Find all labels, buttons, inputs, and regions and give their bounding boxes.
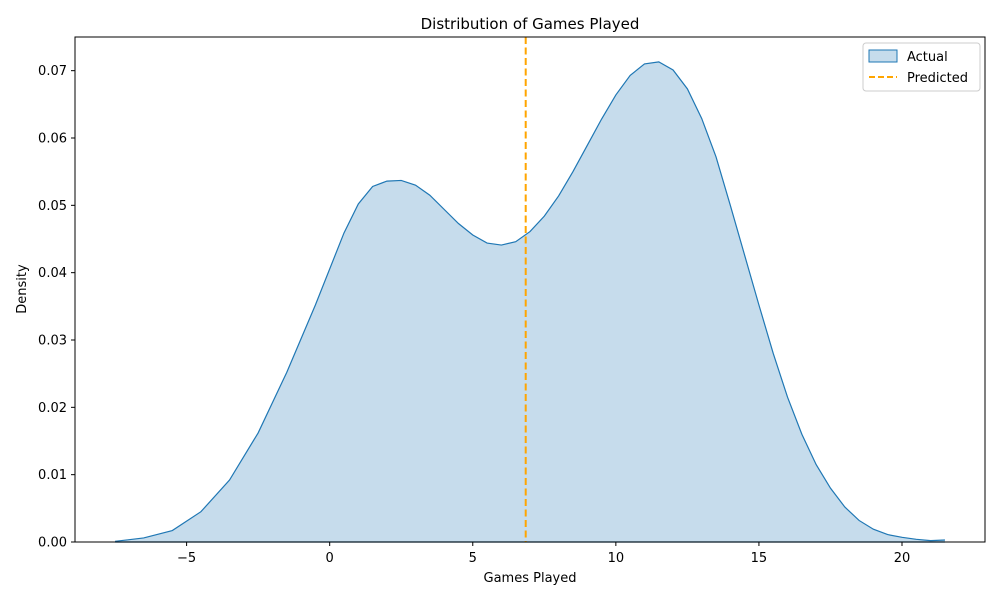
x-tick-label: −5 <box>177 551 196 566</box>
plot-area <box>114 61 945 543</box>
x-axis-ticks: −5 0 5 10 15 20 <box>177 542 910 566</box>
y-tick-label: 0.01 <box>38 468 67 483</box>
x-tick-label: 20 <box>894 551 911 566</box>
y-tick-label: 0.03 <box>38 334 67 349</box>
legend-swatch-actual <box>868 49 898 63</box>
y-axis-ticks: 0.00 0.01 0.02 0.03 0.04 0.05 0.06 0.07 <box>38 64 75 551</box>
y-tick-label: 0.04 <box>38 266 67 281</box>
x-axis-label: Games Played <box>484 571 577 586</box>
y-tick-label: 0.07 <box>38 64 67 79</box>
y-axis-label: Density <box>15 264 30 314</box>
legend-label-actual: Actual <box>907 50 948 65</box>
legend: Actual Predicted <box>862 42 981 92</box>
x-tick-label: 0 <box>326 551 334 566</box>
x-tick-label: 5 <box>469 551 477 566</box>
x-tick-label: 10 <box>608 551 625 566</box>
x-tick-label: 15 <box>751 551 768 566</box>
axes <box>74 36 986 543</box>
y-tick-label: 0.00 <box>38 536 67 551</box>
y-tick-label: 0.02 <box>38 401 67 416</box>
axes-frame <box>74 36 986 543</box>
density-curve <box>114 61 945 542</box>
y-tick-label: 0.06 <box>38 132 67 147</box>
chart-title: Distribution of Games Played <box>421 15 640 33</box>
legend-label-predicted: Predicted <box>907 71 968 86</box>
y-tick-label: 0.05 <box>38 199 67 214</box>
density-area-fill <box>115 61 945 542</box>
